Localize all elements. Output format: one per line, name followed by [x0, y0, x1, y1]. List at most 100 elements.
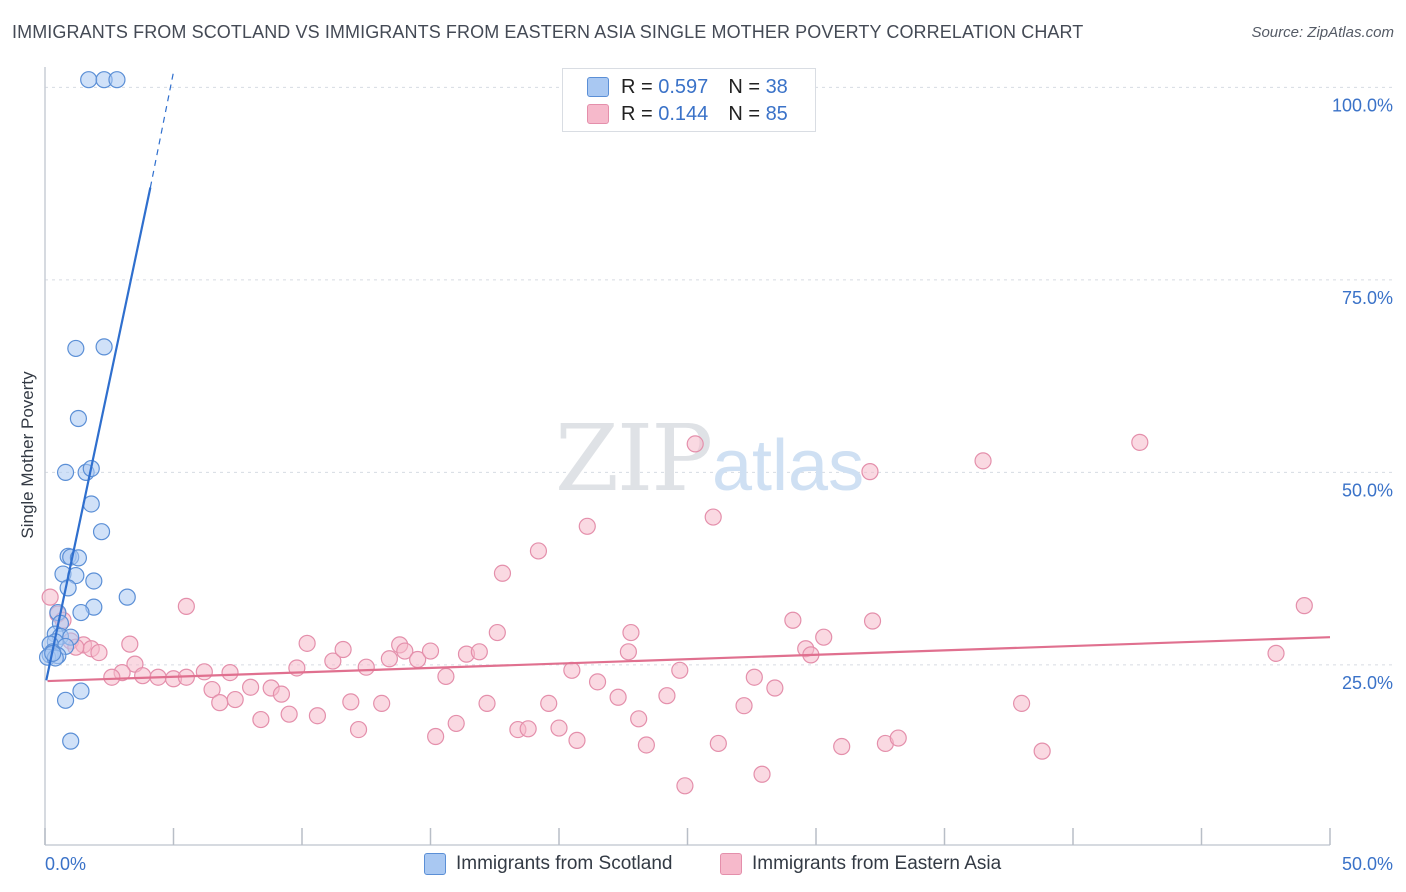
eastern-asia-point [211, 694, 229, 712]
eastern-asia-point [630, 710, 648, 728]
eastern-asia-point [658, 687, 676, 705]
eastern-asia-point [470, 643, 488, 661]
scotland-point [69, 549, 88, 567]
scotland-trend-line [45, 187, 152, 681]
eastern-asia-point [833, 737, 851, 756]
eastern-asia-point [1295, 597, 1313, 615]
eastern-asia-point [766, 679, 784, 697]
eastern-asia-point [704, 508, 722, 526]
scotland-point [56, 691, 75, 709]
eastern-asia-point [121, 635, 139, 653]
bottom-legend-label-eastern-asia: Immigrants from Eastern Asia [752, 853, 1002, 874]
eastern-asia-point [272, 685, 291, 703]
eastern-asia-point [686, 435, 704, 453]
bottom-legend-swatch-scotland [424, 853, 446, 875]
eastern-asia-point [280, 705, 298, 723]
gridlines [45, 86, 1393, 666]
eastern-asia-point [396, 642, 414, 660]
watermark-atlas: atlas [712, 426, 864, 506]
eastern-asia-point [753, 765, 771, 783]
eastern-asia-point [252, 710, 270, 729]
scotland-point [62, 732, 80, 750]
eastern-asia-trend-line [47, 636, 1331, 683]
tick-labels: 25.0% 50.0% 75.0% 100.0% 0.0% 50.0% [45, 95, 1393, 874]
source-credit: Source: ZipAtlas.com [1251, 24, 1394, 41]
scotland-point [85, 572, 103, 590]
eastern-asia-point [889, 729, 907, 747]
legend-r-value-scotland: 0.597 [658, 75, 709, 98]
eastern-asia-point [134, 667, 152, 685]
scotland-trend-extension [149, 71, 175, 188]
bottom-legend-swatch-eastern-asia [720, 853, 742, 875]
scotland-point [118, 588, 136, 606]
eastern-asia-point [478, 694, 496, 713]
eastern-asia-point [1131, 433, 1149, 451]
eastern-asia-point [195, 663, 213, 681]
eastern-asia-point [735, 697, 753, 715]
eastern-asia-point [90, 643, 108, 662]
eastern-asia-point [863, 612, 882, 630]
eastern-asia-point [221, 663, 239, 682]
eastern-asia-point [493, 564, 512, 582]
eastern-asia-point [324, 652, 342, 670]
eastern-asia-point [242, 678, 260, 696]
watermark-zip: ZIP [555, 405, 711, 512]
eastern-asia-point [177, 597, 195, 615]
eastern-asia-point [226, 690, 244, 709]
eastern-asia-point [568, 731, 586, 749]
eastern-asia-point [373, 694, 391, 713]
eastern-asia-point [540, 694, 558, 713]
eastern-asia-point [357, 658, 375, 676]
y-tick-label: 25.0% [1342, 673, 1393, 693]
eastern-asia-point [437, 667, 455, 686]
correlation-legend: R = 0.597 N = 38 R = 0.144 N = 85 [562, 68, 816, 132]
eastern-asia-point [1012, 694, 1031, 713]
legend-n-label: N = [728, 102, 760, 125]
eastern-asia-point [308, 707, 327, 725]
scotland-point [108, 71, 126, 89]
bottom-legend-scotland: Immigrants from Scotland [424, 852, 672, 876]
scotland-point [92, 523, 111, 541]
x-tick-label-min: 0.0% [45, 854, 86, 874]
axes [44, 67, 1331, 846]
eastern-asia-point [1033, 742, 1051, 760]
eastern-asia-point [745, 668, 763, 686]
eastern-asia-point [563, 661, 581, 679]
legend-r-value-eastern-asia: 0.144 [658, 102, 709, 125]
chart-title: IMMIGRANTS FROM SCOTLAND VS IMMIGRANTS F… [12, 22, 1084, 42]
eastern-asia-point [298, 634, 316, 652]
scotland-point [72, 682, 90, 700]
eastern-asia-point [622, 623, 640, 642]
eastern-asia-point [974, 452, 992, 470]
eastern-asia-point [421, 642, 440, 660]
eastern-asia-point [671, 661, 689, 679]
scotland-point [59, 579, 77, 597]
trend-lines [45, 71, 1331, 683]
eastern-asia-point [334, 640, 352, 659]
eastern-asia-point [550, 719, 568, 737]
legend-row-eastern-asia: R = 0.144 N = 85 [587, 102, 788, 126]
scotland-point [95, 338, 113, 356]
y-tick-label: 75.0% [1342, 288, 1393, 308]
scotland-point [67, 339, 85, 358]
eastern-asia-point [861, 463, 879, 481]
legend-swatch-eastern-asia [587, 104, 609, 124]
eastern-asia-point [619, 643, 637, 661]
x-tick-label-max: 50.0% [1342, 854, 1393, 874]
bottom-legend-label-scotland: Immigrants from Scotland [456, 853, 673, 874]
eastern-asia-point [1267, 644, 1285, 662]
legend-n-value-scotland: 38 [765, 75, 788, 98]
scotland-point [56, 463, 75, 481]
eastern-asia-point [637, 736, 655, 754]
scotland-point [72, 603, 90, 622]
legend-r-label: R = [621, 75, 653, 98]
legend-n-value-eastern-asia: 85 [765, 102, 788, 125]
eastern-asia-point [588, 673, 607, 691]
eastern-asia-point [41, 588, 59, 606]
eastern-asia-point [488, 623, 506, 642]
eastern-asia-point [349, 720, 368, 739]
eastern-asia-point [427, 727, 445, 746]
eastern-asia-point [103, 668, 121, 686]
bottom-legend-eastern-asia: Immigrants from Eastern Asia [720, 852, 1001, 876]
